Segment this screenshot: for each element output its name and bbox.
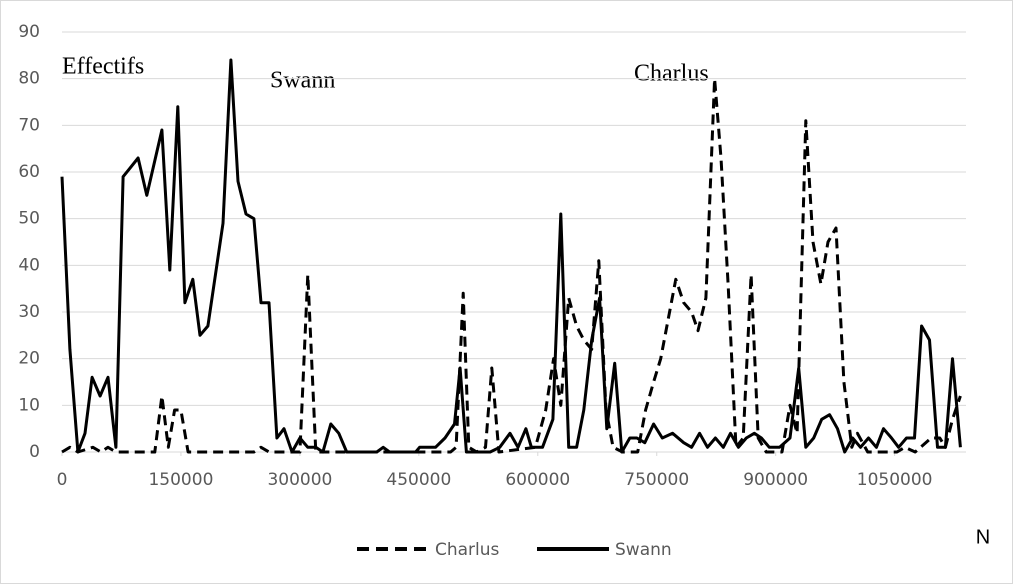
y-tick-label: 10 [18,395,40,415]
y-tick-label: 90 [18,22,40,42]
y-axis-label: Effectifs [62,54,144,80]
x-tick-label: 750000 [624,470,689,490]
x-tick-label: 450000 [386,470,451,490]
y-tick-label: 60 [18,162,40,182]
x-tick-label: 600000 [505,470,570,490]
annotation: Swann [270,68,335,94]
y-tick-label: 70 [18,115,40,135]
y-tick-label: 0 [29,442,40,462]
x-tick-label: 0 [57,470,68,490]
x-tick-label: 150000 [148,470,213,490]
y-tick-label: 80 [18,69,40,89]
x-tick-label: 1050000 [857,470,933,490]
annotation: Charlus [634,61,709,87]
y-tick-label: 40 [18,255,40,275]
x-axis-label: N [976,526,990,548]
y-tick-label: 30 [18,302,40,322]
line-series [60,58,962,454]
x-tick-label: 900000 [743,470,808,490]
legend-label: Charlus [435,540,500,560]
y-tick-label: 50 [18,209,40,229]
y-tick-label: 20 [18,349,40,369]
x-tick-label: 300000 [267,470,332,490]
legend-label: Swann [615,540,672,560]
